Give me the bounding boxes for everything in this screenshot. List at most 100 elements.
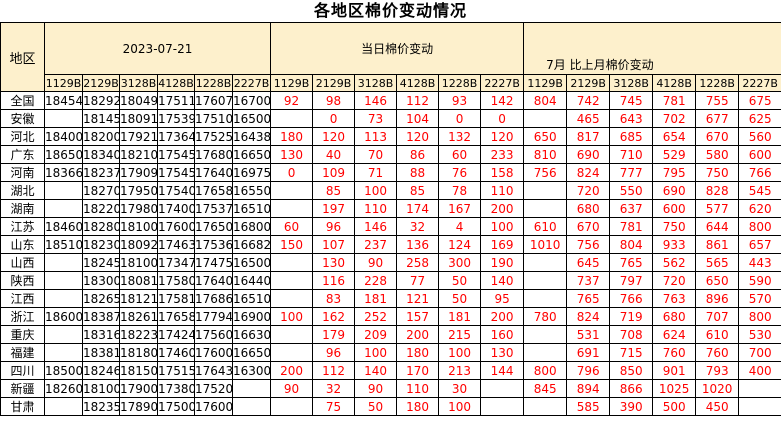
monthly-change-cell: 450 — [695, 397, 740, 416]
monthly-change-cell: 796 — [566, 361, 611, 380]
price-cell: 17650 — [194, 217, 233, 236]
daily-change-cell: 107 — [312, 235, 356, 254]
daily-change-cell: 85 — [312, 181, 356, 200]
daily-change-cell: 146 — [354, 91, 398, 110]
monthly-change-cell: 756 — [566, 235, 611, 254]
daily-change-cell: 200 — [396, 325, 440, 344]
monthly-change-cell: 680 — [652, 307, 697, 326]
price-cell — [44, 253, 83, 272]
monthly-change-cell: 625 — [738, 109, 781, 128]
monthly-change-cell: 824 — [566, 307, 611, 326]
daily-change-cell: 170 — [396, 361, 440, 380]
price-cell: 17500 — [157, 397, 195, 416]
price-cell: 16800 — [231, 217, 272, 236]
daily-change-cell: 88 — [396, 163, 440, 182]
price-cell: 17950 — [119, 181, 158, 200]
daily-change-cell: 215 — [438, 325, 482, 344]
daily-change-cell: 136 — [396, 235, 440, 254]
daily-change-cell: 169 — [480, 235, 525, 254]
price-cell: 17539 — [157, 109, 195, 128]
region-cell: 陕西 — [0, 271, 45, 290]
daily-change-cell: 92 — [270, 91, 314, 110]
region-cell: 河南 — [0, 163, 45, 182]
daily-change-cell: 200 — [270, 361, 314, 380]
price-cell: 16500 — [231, 253, 272, 272]
daily-change-cell: 98 — [312, 91, 356, 110]
monthly-change-cell: 400 — [738, 361, 781, 380]
monthly-change-cell — [523, 343, 568, 362]
monthly-change-cell — [523, 271, 568, 290]
price-cell: 16510 — [231, 199, 272, 218]
daily-change-cell: 0 — [270, 163, 314, 182]
price-cell: 17686 — [194, 289, 233, 308]
grade-header: 4128B — [396, 74, 440, 92]
region-cell: 浙江 — [0, 307, 45, 326]
monthly-change-cell: 654 — [652, 127, 697, 146]
monthly-change-cell: 577 — [695, 199, 740, 218]
price-cell: 16300 — [231, 361, 272, 380]
daily-change-cell — [270, 181, 314, 200]
monthly-change-cell: 896 — [695, 289, 740, 308]
table-row: 新疆 18260 18100 17900 17380 17520 90 32 90 110 30 84… — [0, 379, 781, 398]
table-row: 山东 18510 18230 18092 17463 17536 16682 150 107 23… — [0, 235, 781, 254]
monthly-change-cell: 610 — [523, 217, 568, 236]
monthly-change-cell: 645 — [566, 253, 611, 272]
price-cell: 17475 — [194, 253, 233, 272]
monthly-change-cell: 690 — [652, 181, 697, 200]
price-cell: 18454 — [44, 91, 83, 110]
daily-change-cell: 130 — [480, 343, 525, 362]
daily-change-cell: 132 — [438, 127, 482, 146]
monthly-change-cell: 465 — [566, 109, 611, 128]
monthly-change-cell: 817 — [566, 127, 611, 146]
group-header-daily-change: 当日棉价变动 — [270, 22, 525, 75]
price-cell: 16682 — [231, 235, 272, 254]
monthly-change-cell: 763 — [652, 289, 697, 308]
monthly-change-cell: 777 — [609, 163, 654, 182]
price-cell: 18265 — [82, 289, 120, 308]
monthly-change-cell: 529 — [652, 145, 697, 164]
daily-change-cell: 60 — [438, 145, 482, 164]
daily-change-cell: 258 — [396, 253, 440, 272]
daily-change-cell: 300 — [438, 253, 482, 272]
daily-change-cell: 0 — [438, 109, 482, 128]
table-row: 江苏 18460 18280 18100 17600 17650 16800 60 96 146 3… — [0, 217, 781, 236]
monthly-change-cell: 800 — [523, 361, 568, 380]
monthly-change-cell: 765 — [609, 253, 654, 272]
grade-header-row: 1129B 2129B 3128B 4128B 1228B 2227B 1129B 2129B… — [1, 74, 781, 92]
daily-change-cell: 130 — [270, 145, 314, 164]
price-cell: 17424 — [157, 325, 195, 344]
monthly-change-cell: 781 — [652, 91, 697, 110]
price-cell: 18091 — [119, 109, 158, 128]
monthly-change-cell: 545 — [738, 181, 781, 200]
daily-change-cell — [270, 253, 314, 272]
price-cell: 17640 — [194, 271, 233, 290]
grade-header: 1129B — [523, 74, 568, 92]
monthly-change-cell: 600 — [652, 199, 697, 218]
daily-change-cell: 40 — [312, 145, 356, 164]
price-cell: 16975 — [231, 163, 272, 182]
price-cell: 17540 — [157, 181, 195, 200]
price-cell: 18300 — [82, 271, 120, 290]
price-cell — [44, 199, 83, 218]
monthly-change-cell: 680 — [566, 199, 611, 218]
monthly-change-cell: 766 — [609, 289, 654, 308]
daily-change-cell: 233 — [480, 145, 525, 164]
price-cell: 18270 — [82, 181, 120, 200]
daily-change-cell: 100 — [480, 217, 525, 236]
monthly-change-cell: 755 — [695, 91, 740, 110]
price-cell: 18510 — [44, 235, 83, 254]
daily-change-cell: 113 — [354, 127, 398, 146]
table-row: 河北 18400 18200 17921 17364 17525 16438 180 120 11… — [0, 127, 781, 146]
table-row: 安徽 18145 18091 17539 17510 16500 0 73 104 0 0 465 64… — [0, 109, 781, 128]
monthly-change-cell: 845 — [523, 379, 568, 398]
daily-change-cell — [270, 325, 314, 344]
price-cell: 16630 — [231, 325, 272, 344]
daily-change-cell: 179 — [312, 325, 356, 344]
region-cell: 四川 — [0, 361, 45, 380]
price-cell: 18280 — [82, 217, 120, 236]
price-cell: 17545 — [157, 163, 195, 182]
daily-change-cell: 85 — [396, 181, 440, 200]
daily-change-cell: 140 — [480, 271, 525, 290]
grade-header: 2129B — [82, 74, 120, 92]
daily-change-cell: 73 — [354, 109, 398, 128]
